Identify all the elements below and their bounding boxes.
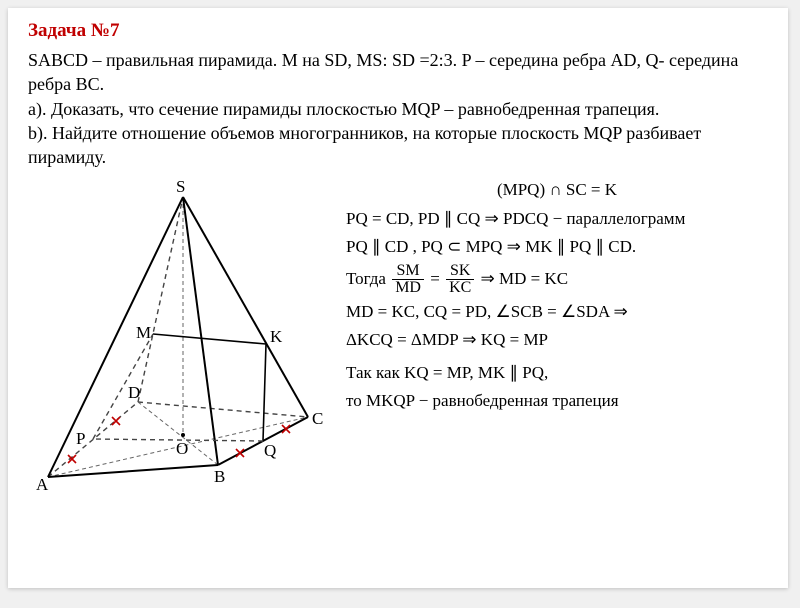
pyramid-diagram: S A B C D P Q M K O — [28, 177, 338, 497]
eq-sign: = — [430, 269, 444, 288]
section-PM — [93, 334, 153, 439]
math-l6: ΔKCQ = ΔMDP ⇒ KQ = MP — [346, 327, 768, 353]
label-B: B — [214, 467, 225, 487]
edge-DC — [138, 402, 308, 417]
label-M: M — [136, 323, 151, 343]
edge-DS — [138, 197, 183, 402]
label-C: C — [312, 409, 323, 429]
math-l4-pre: Тогда — [346, 269, 390, 288]
section-MK — [153, 334, 266, 344]
problem-line-2: a). Доказать, что сечение пирамиды плоск… — [28, 97, 768, 121]
edge-AB — [48, 465, 218, 477]
edge-AS — [48, 197, 183, 477]
problem-line-3: b). Найдите отношение объемов многогранн… — [28, 121, 768, 170]
section-KQ — [263, 344, 266, 441]
label-O: O — [176, 439, 188, 459]
math-l3: PQ ∥ CD , PQ ⊂ MPQ ⇒ MK ∥ PQ ∥ CD. — [346, 234, 768, 260]
math-l2: PQ = CD, PD ∥ CQ ⇒ PDCQ − параллелограмм — [346, 206, 768, 232]
math-l4: Тогда SM MD = SK KC ⇒ MD = KC — [346, 263, 768, 298]
label-P: P — [76, 429, 85, 449]
slide-page: Задача №7 SABCD – правильная пирамида. M… — [8, 8, 788, 588]
content-row: S A B C D P Q M K O (MPQ) ∩ SC = K PQ = … — [28, 177, 768, 497]
label-S: S — [176, 177, 185, 197]
frac-1: SM MD — [392, 263, 424, 298]
math-l7: Так как KQ = MP, MK ∥ PQ, — [346, 360, 768, 386]
solution-column: (MPQ) ∩ SC = K PQ = CD, PD ∥ CQ ⇒ PDCQ −… — [338, 177, 768, 416]
label-Q: Q — [264, 441, 276, 461]
label-A: A — [36, 475, 48, 495]
math-l4-post: ⇒ MD = KC — [481, 269, 569, 288]
frac-2: SK KC — [446, 263, 474, 298]
problem-statement: SABCD – правильная пирамида. M на SD, MS… — [28, 48, 768, 169]
problem-line-1: SABCD – правильная пирамида. M на SD, MS… — [28, 48, 768, 97]
math-l1: (MPQ) ∩ SC = K — [346, 177, 768, 203]
problem-title: Задача №7 — [28, 20, 768, 42]
math-l8: то MKQP − равнобедренная трапеция — [346, 388, 768, 414]
edge-BS — [183, 197, 218, 465]
point-dots — [181, 433, 185, 437]
label-D: D — [128, 383, 140, 403]
edge-CS — [183, 197, 308, 417]
math-l5: MD = KC, CQ = PD, ∠SCB = ∠SDA ⇒ — [346, 299, 768, 325]
label-K: K — [270, 327, 282, 347]
